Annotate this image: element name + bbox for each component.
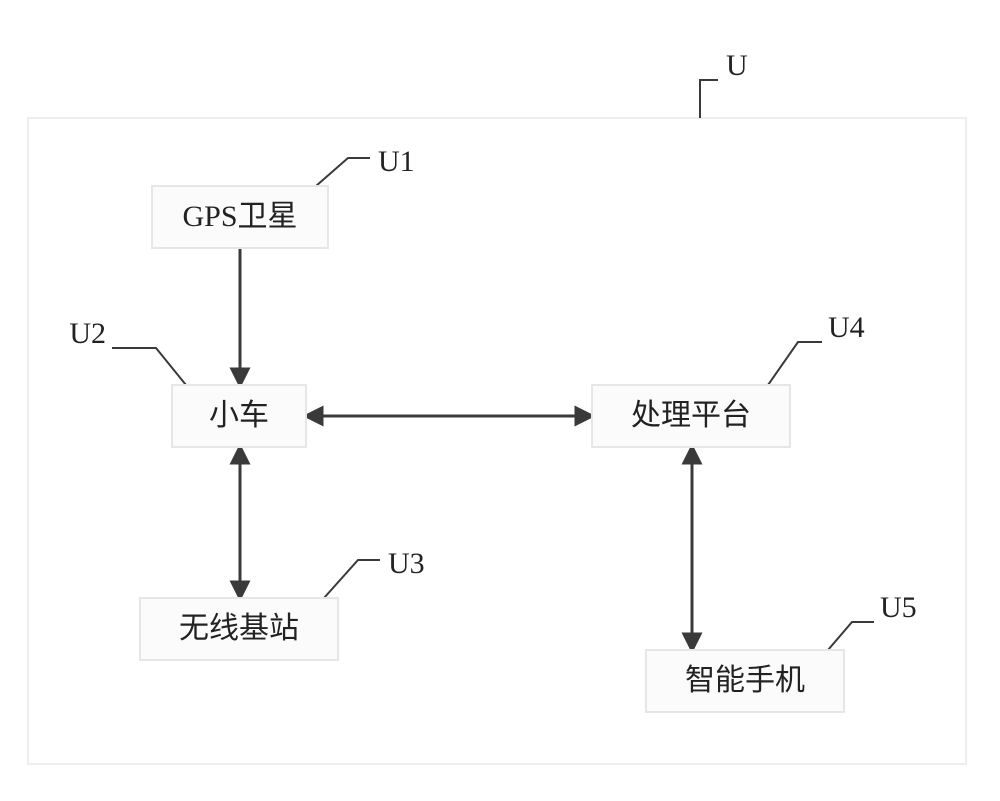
label-u2: U2 [69,317,106,350]
leader-outer [700,80,718,118]
label-u5: U5 [880,591,917,624]
nodes: GPS卫星小车无线基站 处理平台智能手机 [140,186,844,712]
leader-u4 [768,342,822,385]
node-u2-text: 小车 [209,399,269,432]
leader-u3 [324,560,380,598]
label-u1: U1 [378,145,415,178]
node-u3-text: 无线基站 [179,612,299,645]
leader-u1 [316,158,370,186]
labels: U U1 U2 U3 U4 U5 [69,49,916,624]
node-u5-text: 智能手机 [685,664,805,697]
diagram-canvas: GPS卫星小车无线基站 处理平台智能手机 U U1 U2 U3 U4 U5 [0,0,1000,801]
node-u1-text: GPS卫星 [182,200,297,233]
node-u4-text: 处理平台 [631,399,751,432]
leader-u2 [112,348,186,385]
label-u4: U4 [828,311,865,344]
label-outer: U [726,49,748,82]
arrows [240,248,692,650]
leader-u5 [828,622,874,650]
label-u3: U3 [388,547,425,580]
leader-lines [112,80,874,650]
